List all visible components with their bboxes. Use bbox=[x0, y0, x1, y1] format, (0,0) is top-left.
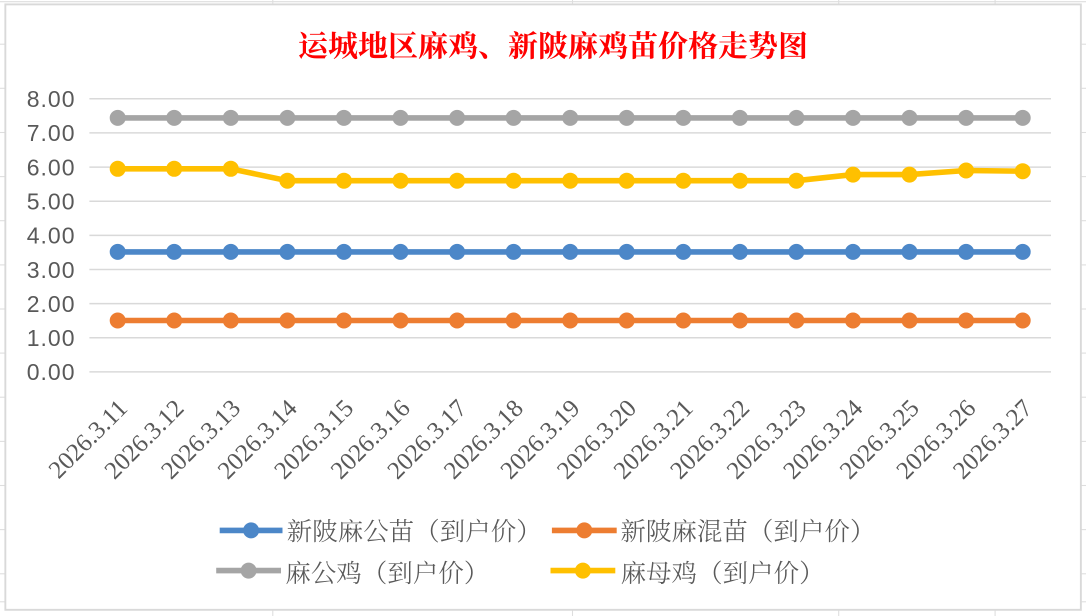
svg-text:2.00: 2.00 bbox=[27, 291, 76, 317]
svg-text:3.00: 3.00 bbox=[27, 257, 76, 283]
svg-text:6.00: 6.00 bbox=[27, 154, 76, 180]
svg-text:1.00: 1.00 bbox=[27, 325, 76, 351]
svg-text:8.00: 8.00 bbox=[27, 86, 76, 112]
svg-text:7.00: 7.00 bbox=[27, 120, 76, 146]
svg-text:4.00: 4.00 bbox=[27, 223, 76, 249]
svg-text:5.00: 5.00 bbox=[27, 189, 76, 215]
svg-text:0.00: 0.00 bbox=[27, 359, 76, 385]
